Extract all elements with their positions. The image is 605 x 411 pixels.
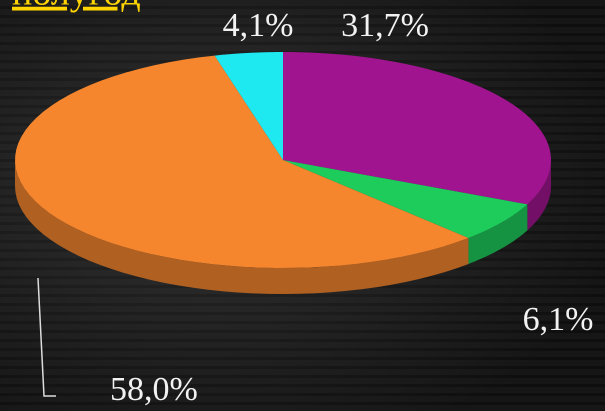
leader-line (37, 277, 56, 397)
data-label: 4,1% (223, 7, 294, 44)
slice (15, 55, 469, 268)
slice (214, 52, 283, 160)
data-label: 6,1% (523, 301, 594, 338)
slice-side (527, 160, 551, 231)
slice-side (468, 204, 528, 264)
chart-title: полугод (12, 0, 141, 14)
slice (283, 160, 528, 238)
data-label: 58,0% (110, 371, 198, 408)
data-label: 31,7% (341, 7, 429, 44)
slice-side (15, 160, 469, 294)
slice (283, 52, 551, 205)
